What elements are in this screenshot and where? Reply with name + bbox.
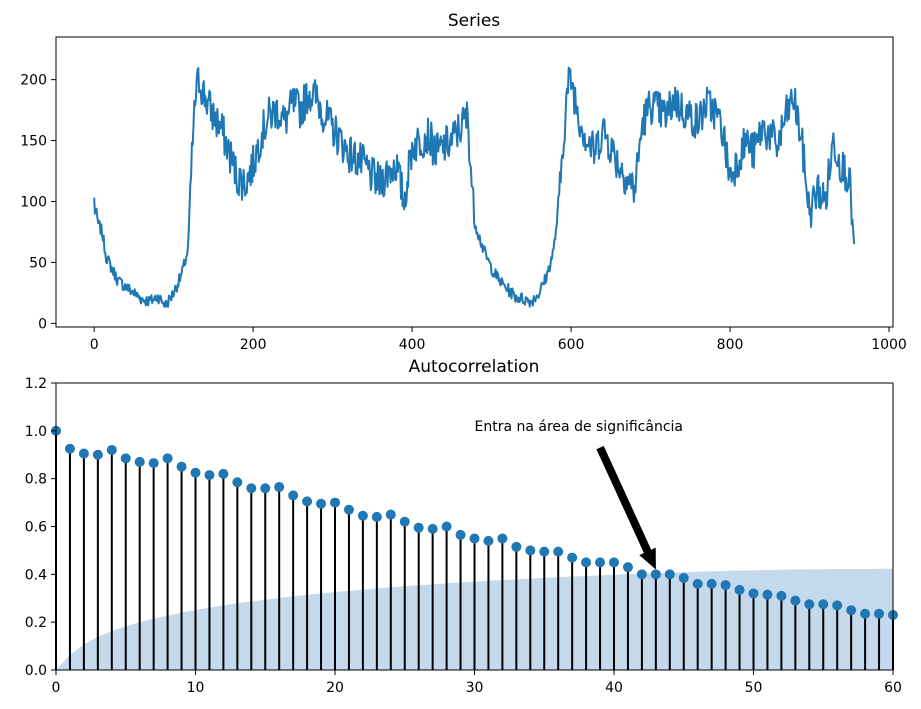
acf-point	[274, 482, 285, 493]
acf-point	[581, 557, 592, 568]
acf-x-tick-label: 30	[466, 680, 484, 696]
acf-y-tick-label: 0.2	[25, 615, 47, 631]
autocorrelation-plot: Autocorrelation 0 10 20 30 40 50 60 0.0 0.2 0.4 0.…	[25, 357, 902, 696]
acf-point	[804, 599, 815, 610]
series-title: Series	[448, 11, 500, 31]
acf-y-tick-label: 1.0	[25, 424, 47, 440]
series-x-tick-label: 0	[90, 337, 99, 353]
acf-point	[371, 511, 382, 522]
acf-x-tick-label: 50	[745, 680, 763, 696]
acf-point	[469, 533, 480, 544]
autocorrelation-title: Autocorrelation	[409, 357, 540, 377]
acf-point	[664, 569, 675, 580]
acf-point	[330, 497, 340, 508]
acf-point	[720, 580, 731, 591]
acf-point	[818, 599, 829, 610]
annotation: Entra na área de significância	[475, 419, 683, 570]
acf-y-tick-label: 0.6	[25, 520, 47, 536]
acf-point	[218, 468, 229, 479]
acf-point	[92, 449, 103, 460]
autocorrelation-ticks: 0 10 20 30 40 50 60 0.0 0.2 0.4 0.6 0.8 1.0 1.2	[25, 376, 902, 696]
series-y-tick-label: 150	[20, 134, 47, 150]
acf-y-tick-label: 0.0	[25, 663, 47, 679]
series-line	[93, 66, 856, 308]
acf-x-tick-label: 40	[605, 680, 623, 696]
acf-x-tick-label: 60	[884, 680, 902, 696]
series-line-layer	[93, 66, 856, 308]
series-x-tick-label: 800	[717, 337, 744, 353]
acf-point	[748, 588, 759, 599]
acf-x-tick-label: 0	[52, 680, 61, 696]
acf-point	[64, 443, 75, 454]
acf-point	[636, 569, 647, 580]
series-y-tick-label: 100	[20, 194, 47, 210]
acf-point	[288, 490, 299, 501]
series-y-tick-label: 0	[38, 316, 47, 332]
acf-point	[316, 498, 327, 509]
acf-point	[385, 509, 396, 520]
acf-point	[148, 458, 159, 469]
series-x-tick-label: 400	[399, 337, 426, 353]
acf-markers-layer	[51, 425, 898, 620]
series-x-tick-label: 200	[240, 337, 267, 353]
acf-point	[399, 516, 410, 527]
acf-point	[525, 545, 536, 556]
acf-point	[134, 456, 145, 467]
acf-point	[455, 529, 466, 540]
series-plot: Series 0 200 400 600 800 1000 0 50 100 150 200	[20, 11, 907, 353]
series-y-tick-label: 50	[29, 255, 47, 271]
acf-y-tick-label: 1.2	[25, 376, 47, 392]
acf-point	[260, 483, 271, 494]
acf-point	[232, 477, 243, 488]
acf-x-tick-label: 20	[326, 680, 344, 696]
acf-point	[762, 589, 773, 600]
acf-point	[874, 608, 885, 619]
acf-point	[609, 557, 619, 568]
acf-point	[650, 569, 661, 580]
acf-y-tick-label: 0.4	[25, 567, 47, 583]
acf-point	[441, 521, 452, 532]
acf-point	[413, 522, 424, 533]
acf-point	[860, 608, 871, 619]
acf-point	[176, 461, 187, 472]
acf-point	[78, 448, 89, 459]
acf-point	[790, 595, 801, 606]
acf-point	[678, 572, 689, 583]
acf-point	[106, 444, 117, 455]
acf-point	[539, 546, 550, 557]
series-axes-frame	[55, 36, 894, 328]
acf-point	[427, 523, 438, 534]
acf-point	[511, 541, 522, 552]
acf-point	[846, 605, 857, 616]
acf-point	[553, 546, 564, 557]
series-x-tick-label: 600	[558, 337, 585, 353]
acf-point	[832, 600, 843, 611]
acf-x-tick-label: 10	[187, 680, 205, 696]
acf-y-tick-label: 0.8	[25, 472, 47, 488]
acf-point	[734, 584, 745, 595]
acf-point	[190, 467, 201, 478]
series-x-tick-label: 1000	[871, 337, 907, 353]
acf-point	[706, 578, 717, 589]
acf-point	[497, 533, 508, 544]
acf-point	[595, 557, 606, 568]
acf-point	[776, 590, 787, 601]
series-y-tick-label: 200	[20, 73, 47, 89]
annotation-text: Entra na área de significância	[475, 419, 683, 435]
acf-point	[246, 483, 257, 494]
acf-point	[162, 453, 173, 464]
acf-point	[302, 496, 313, 507]
acf-point	[483, 535, 494, 546]
acf-point	[567, 552, 578, 563]
acf-point	[343, 504, 354, 515]
acf-point	[622, 562, 633, 573]
acf-point	[120, 453, 131, 464]
acf-point	[357, 510, 368, 521]
acf-point	[692, 578, 703, 589]
acf-point	[204, 470, 215, 481]
series-ticks: 0 200 400 600 800 1000 0 50 100 150 200	[20, 73, 907, 353]
annotation-arrow	[596, 445, 656, 570]
